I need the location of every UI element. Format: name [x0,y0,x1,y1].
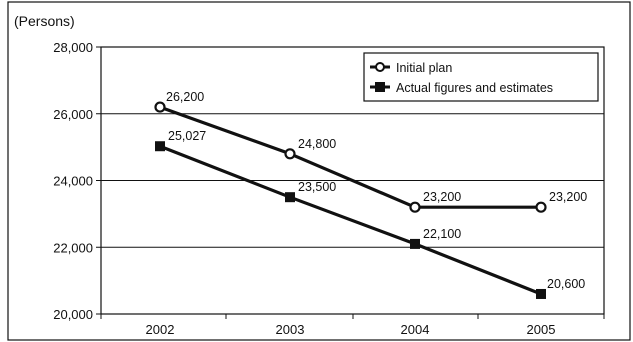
series-line [159,105,541,209]
data-point [409,201,421,213]
y-tick-label: 22,000 [53,240,93,255]
y-tick-label: 26,000 [53,107,93,122]
legend-entry: Initial plan [370,61,452,75]
y-tick-label: 24,000 [53,174,93,189]
y-axis: 20,000 22,000 24,000 26,000 28,000 [53,40,101,322]
series-actual-figures: 25,027 23,500 22,100 20,600 [155,129,585,299]
y-tick-label: 20,000 [53,307,93,322]
data-label: 23,500 [298,180,336,194]
legend-box [363,52,599,102]
series-layer: 26,200 24,800 23,200 23,200 25,027 23,500 22,1… [154,90,587,299]
x-tick-label: 2004 [401,322,430,337]
legend-marker [375,82,385,92]
legend-label: Initial plan [396,61,452,75]
data-point [154,101,166,113]
data-label: 20,600 [547,277,585,291]
data-label: 24,800 [298,137,336,151]
data-label: 25,027 [168,129,206,143]
data-point [285,192,295,203]
data-point [284,148,296,160]
legend-marker [375,62,385,72]
data-point [536,288,546,299]
data-label: 22,100 [423,227,461,241]
data-label: 23,200 [423,190,461,204]
y-tick-label: 28,000 [53,40,93,55]
legend-entry: Actual figures and estimates [370,81,553,95]
x-axis: 2002 2003 2004 2005 [100,314,605,337]
x-tick-label: 2002 [146,322,175,337]
series-initial-plan: 26,200 24,800 23,200 23,200 [154,90,587,213]
legend-label: Actual figures and estimates [396,81,553,95]
data-label: 26,200 [166,90,204,104]
x-tick-label: 2003 [276,322,305,337]
data-point [155,141,165,152]
chart-frame [7,1,631,341]
x-tick-label: 2005 [527,322,556,337]
data-point [535,201,547,213]
y-unit-label: (Persons) [14,13,75,29]
legend: Initial plan Actual figures and estimates [363,52,599,102]
data-point [410,238,420,249]
data-label: 23,200 [549,190,587,204]
series-line [159,144,542,296]
